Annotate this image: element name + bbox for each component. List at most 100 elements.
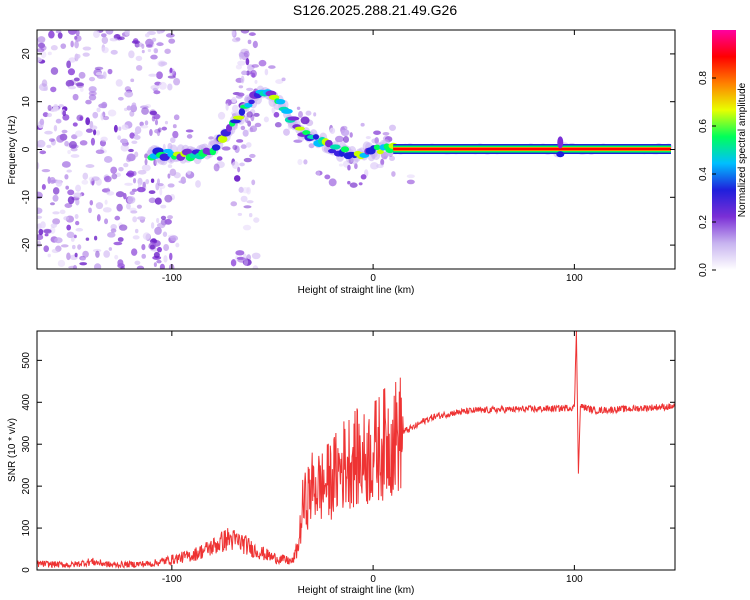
noise-blob	[406, 174, 415, 179]
noise-blob	[43, 229, 52, 234]
noise-blob	[156, 259, 162, 264]
noise-blob	[88, 91, 97, 96]
noise-blob	[308, 143, 315, 149]
noise-blob	[102, 207, 112, 213]
noise-blob	[88, 86, 97, 93]
noise-blob	[136, 265, 145, 269]
noise-blob	[67, 149, 72, 155]
noise-blob	[173, 172, 181, 179]
noise-blob	[162, 231, 168, 237]
noise-blob	[298, 111, 303, 118]
noise-blob	[102, 111, 106, 118]
snr-x-tick-label: 100	[566, 574, 583, 585]
noise-blob	[96, 130, 101, 136]
noise-blob	[164, 218, 172, 225]
noise-blob	[37, 215, 43, 220]
noise-blob	[88, 176, 95, 182]
noise-blob	[95, 149, 105, 154]
noise-blob	[43, 245, 50, 253]
noise-blob	[145, 38, 154, 47]
noise-blob	[124, 86, 132, 92]
noise-blob	[221, 146, 231, 151]
noise-blob	[104, 199, 108, 205]
noise-blob	[123, 162, 129, 168]
noise-blob	[147, 30, 156, 36]
noise-blob	[115, 79, 123, 87]
ridge-core-blob	[373, 144, 381, 151]
noise-blob	[149, 110, 158, 116]
noise-blob	[142, 181, 146, 188]
noise-blob	[37, 234, 44, 241]
noise-blob	[64, 140, 69, 147]
noise-blob	[67, 189, 75, 196]
noise-blob	[130, 210, 138, 214]
noise-blob	[98, 103, 107, 109]
noise-blob	[120, 266, 125, 269]
noise-blob	[170, 137, 176, 144]
noise-blob	[123, 192, 127, 200]
noise-blob	[66, 169, 72, 173]
noise-blob	[231, 97, 237, 103]
noise-blob	[142, 232, 151, 240]
noise-blob	[65, 79, 75, 88]
noise-blob	[297, 159, 303, 166]
noise-blob	[66, 252, 71, 261]
snr-frame	[36, 330, 676, 571]
noise-blob	[95, 72, 102, 76]
noise-blob	[131, 102, 137, 108]
noise-blob	[85, 237, 90, 241]
noise-blob	[151, 37, 157, 42]
noise-blob	[74, 35, 78, 40]
noise-blob	[281, 77, 286, 82]
noise-blob	[156, 71, 163, 80]
band-disturbance	[557, 136, 564, 149]
noise-blob	[246, 111, 253, 118]
noise-blob	[92, 111, 99, 119]
noise-blob	[239, 162, 245, 167]
noise-blob	[136, 204, 142, 209]
noise-blob	[60, 43, 67, 49]
noise-blob	[126, 105, 132, 111]
noise-blob	[118, 167, 124, 172]
snr-y-tick-label: 200	[21, 477, 32, 494]
noise-blob	[52, 211, 60, 215]
noise-blob	[93, 263, 102, 269]
noise-blob	[48, 138, 56, 142]
noise-blob	[275, 79, 284, 84]
noise-blob	[105, 30, 114, 35]
noise-blob	[118, 224, 128, 231]
noise-blob	[52, 194, 59, 202]
noise-blob	[167, 173, 171, 179]
spectrogram-x-tick-label: 0	[370, 273, 376, 284]
noise-blob	[347, 164, 351, 171]
snr-panel: -100 0 100 0 100 200 300 400 500 Height of strai…	[7, 330, 676, 596]
noise-blob	[169, 67, 173, 74]
noise-blob	[153, 113, 160, 120]
noise-blob	[116, 203, 123, 212]
noise-blob	[88, 207, 92, 214]
noise-blob	[57, 259, 66, 268]
noise-blob	[47, 176, 51, 184]
noise-blob	[167, 164, 173, 168]
noise-blob	[129, 132, 135, 139]
noise-blob	[38, 228, 44, 236]
noise-blob	[102, 71, 107, 80]
noise-blob	[313, 112, 317, 117]
noise-blob	[150, 238, 157, 243]
noise-blob	[268, 65, 276, 69]
noise-blob	[50, 67, 59, 75]
noise-blob	[37, 48, 45, 53]
spectrogram-x-tick-label: 100	[566, 273, 583, 284]
noise-blob	[163, 243, 170, 252]
noise-blob	[365, 135, 371, 140]
noise-blob	[164, 120, 169, 125]
noise-blob	[78, 71, 86, 79]
noise-blob	[141, 164, 151, 172]
noise-blob	[240, 75, 245, 84]
noise-blob	[283, 128, 290, 136]
noise-blob	[360, 122, 365, 127]
noise-blob	[341, 125, 348, 131]
noise-blob	[85, 117, 91, 126]
noise-blob	[160, 215, 167, 220]
noise-blob	[160, 204, 167, 209]
